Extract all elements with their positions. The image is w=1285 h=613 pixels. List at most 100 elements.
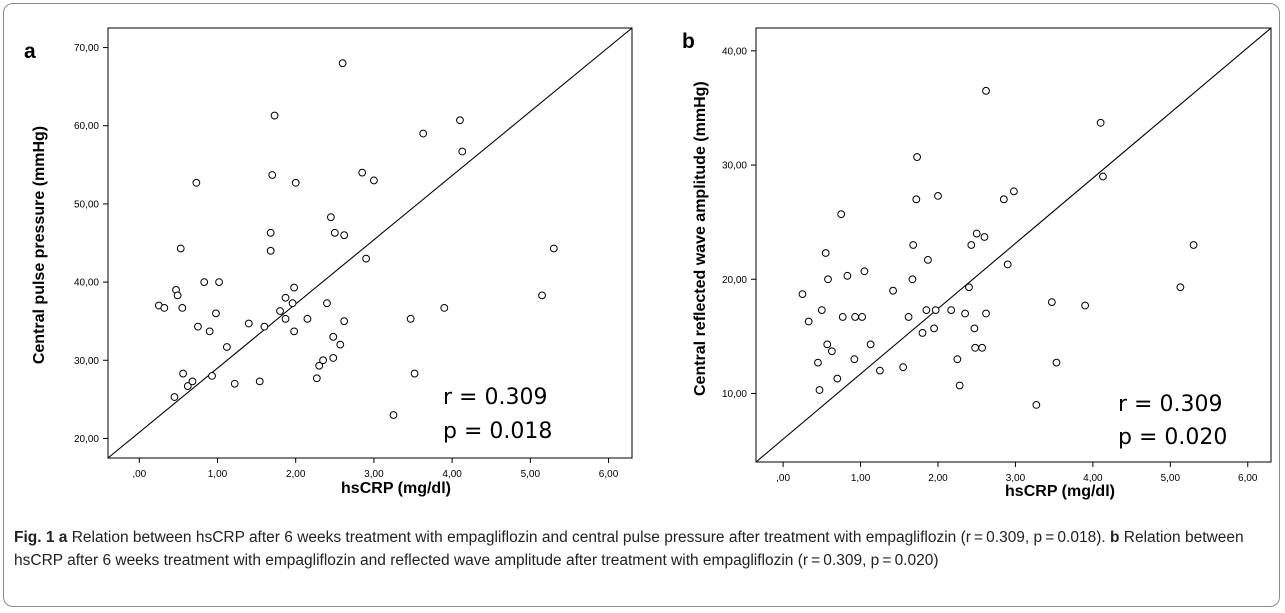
panel-a-p-value: p = 0.018 [443, 419, 553, 444]
panel-b-data-point [1096, 118, 1105, 127]
panel-a-data-point [179, 369, 187, 378]
panel-b-data-point [1032, 400, 1041, 409]
panel-a-data-point [208, 372, 216, 380]
panel-b-data-point [1009, 187, 1018, 196]
panel-a-data-point [410, 369, 419, 378]
panel-b-data-point [972, 229, 981, 238]
panel-a-data-point [266, 228, 275, 237]
panel-a-data-point [170, 393, 179, 401]
figure-frame [3, 3, 1280, 607]
panel-a-data-point [222, 343, 231, 351]
panel-a-data-point [440, 303, 449, 312]
panel-a-x-tick-label: ,00 [132, 469, 146, 480]
panel-a-r-value: r = 0.309 [443, 385, 548, 410]
panel-a-data-point [215, 278, 223, 286]
panel-a-data-point [194, 322, 202, 331]
panel-b-data-point [866, 340, 875, 349]
panel-a-data-point [276, 307, 284, 315]
panel-b-data-point [823, 340, 832, 349]
panel-a-data-point [456, 116, 464, 125]
caption-a-text: Relation between hsCRP after 6 weeks tre… [71, 529, 1106, 546]
panel-a-x-tick-label: 6,00 [599, 469, 619, 480]
caption-a-label: a [58, 529, 68, 546]
panel-a-data-point [260, 322, 269, 331]
panel-a-data-point [200, 278, 209, 286]
panel-a-data-point [230, 379, 239, 388]
panel-b-y-axis-label: Central reflected wave amplitude (mmHg) [692, 81, 709, 396]
panel-a-data-point [173, 291, 182, 300]
panel-b-data-point [967, 241, 976, 249]
panel-a-data-point [458, 147, 467, 156]
panel-b-data-point [970, 324, 979, 333]
panel-a-x-tick-label: 2,00 [286, 469, 306, 480]
panel-b-data-point [837, 210, 846, 219]
panel-a-plot-frame [107, 27, 633, 459]
panel-b-x-tick-label: 1,00 [851, 473, 871, 484]
panel-b-data-point [833, 374, 842, 383]
panel-a-y-tick-label: 40,00 [74, 278, 99, 289]
panel-a-data-point [268, 171, 277, 179]
panel-a-data-point [370, 176, 378, 185]
panel-b-data-point [1189, 241, 1198, 249]
panel-b-data-point [821, 249, 830, 257]
panel-b-data-point [815, 386, 824, 394]
panel-b-data-point [930, 324, 939, 333]
panel-b-data-point [858, 313, 866, 321]
panel-a-data-point [315, 361, 324, 370]
panel-b-data-point [1099, 172, 1107, 181]
panel-a-data-point [340, 317, 349, 326]
panel-b-data-point [1081, 301, 1090, 310]
panel-a-data-point [326, 213, 335, 222]
panel-a-data-point [330, 228, 339, 237]
panel-b-r-value: r = 0.309 [1118, 392, 1223, 417]
panel-a-data-point [281, 293, 290, 302]
panel-b-data-point [965, 283, 973, 292]
panel-a-x-axis-label: hsCRP (mg/dl) [341, 480, 451, 497]
panel-b-x-tick-label: 4,00 [1083, 473, 1103, 484]
panel-a-data-point [178, 303, 187, 312]
panel-b-data-point [912, 195, 921, 204]
panel-b-data-point [804, 317, 813, 326]
caption-fig-label: Fig. 1 [14, 529, 55, 546]
panel-b-data-point [931, 306, 940, 315]
panel-b-data-point [961, 309, 969, 318]
panel-b-data-point [908, 275, 917, 284]
panel-b-data-point [982, 86, 990, 95]
panel-a-x-tick-label: 1,00 [208, 469, 228, 480]
panel-b-data-point [1003, 260, 1012, 269]
panel-a-data-point [291, 178, 300, 187]
panel-a-data-point [336, 340, 345, 349]
panel-a-data-point [338, 59, 347, 68]
panel-a-data-point [244, 319, 253, 328]
panel-a-y-tick-label: 50,00 [74, 199, 99, 210]
panel-a-x-tick-label: 4,00 [442, 469, 462, 480]
panel-a-data-point [270, 111, 279, 120]
panel-b-regression-line [755, 27, 1272, 463]
panel-b-data-point [918, 329, 927, 337]
panel-b-data-point [955, 381, 964, 390]
panel-b-data-point [971, 343, 980, 352]
panel-b-data-point [1047, 298, 1056, 307]
panel-a-data-point [358, 168, 367, 177]
figure-caption: Fig. 1 a Relation between hsCRP after 6 … [14, 526, 1269, 572]
panel-b-x-axis-label: hsCRP (mg/dl) [1005, 483, 1115, 500]
panel-a-data-point [281, 314, 290, 323]
panel-a-data-point [288, 299, 297, 308]
panel-a-data-point [329, 354, 338, 362]
panel-a-data-point [362, 254, 370, 263]
panel-a-x-tick-label: 5,00 [521, 469, 541, 480]
panel-a-data-point [160, 303, 169, 312]
panel-b-data-point [1176, 283, 1185, 292]
panel-a-data-point [212, 309, 220, 318]
panel-a-data-point [290, 327, 299, 336]
panel-a-data-point [312, 374, 321, 383]
panel-b-data-point [953, 355, 962, 364]
panel-a-data-point [266, 246, 275, 255]
panel-a-x-tick-label: 3,00 [364, 469, 384, 480]
panel-b-x-tick-label: 2,00 [928, 473, 948, 484]
panel-b-data-point [982, 309, 990, 318]
panel-a-data-point [255, 377, 264, 386]
panel-a-data-point [549, 244, 558, 253]
panel-a-data-point [389, 411, 398, 419]
